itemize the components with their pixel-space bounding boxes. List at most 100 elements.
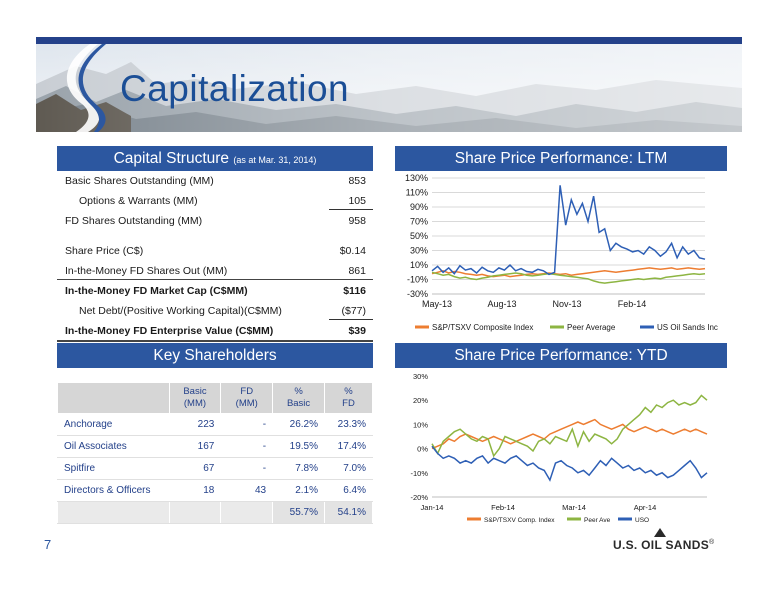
legend-label: Peer Average <box>567 323 616 332</box>
cs-value: 958 <box>348 215 366 227</box>
y-tick-label: 30% <box>413 372 428 381</box>
column-header-line2: (MM) <box>183 398 207 409</box>
column-header: FD (MM) <box>220 382 274 414</box>
shareholder-name: Directors & Officers <box>57 479 170 502</box>
pct-basic: 26.2% <box>272 413 326 436</box>
basic-mm: 167 <box>168 435 222 458</box>
key-shareholders-table: Basic (MM) FD (MM) % Basic % FD Anchorage 22… <box>57 382 373 524</box>
cs-row: Basic Shares Outstanding (MM) 853 <box>57 175 373 195</box>
pct-fd: 17.4% <box>324 435 373 458</box>
column-header-line2: FD <box>342 398 355 409</box>
column-header: % Basic <box>272 382 326 414</box>
cs-value: 853 <box>348 175 366 187</box>
legend-label: Peer Ave <box>584 517 611 524</box>
company-logo: U.S. OIL SANDS® <box>613 528 715 552</box>
legend-label: USO <box>635 517 649 524</box>
cs-row: FD Shares Outstanding (MM) 958 <box>57 215 373 235</box>
cs-row: In-the-Money FD Enterprise Value (C$MM) $… <box>57 325 373 345</box>
capital-structure-header: Capital Structure (as at Mar. 31, 2014) <box>57 146 373 171</box>
cs-value: 861 <box>348 265 366 277</box>
y-tick-label: 30% <box>410 246 428 256</box>
cs-label: Net Debt/(Positive Working Capital)(C$MM… <box>79 305 282 317</box>
oil-drop-icon <box>654 528 666 537</box>
cs-label: In-the-Money FD Shares Out (MM) <box>65 265 228 277</box>
ytd-share-price-chart: 30% 20% 10% 0% -10% -20%Jan-14 Feb-14 Mar-14 Apr… <box>410 372 708 524</box>
ltm-share-price-chart: 130% 110% 90% 70% 50% 30% 10% -10% -30%May-13 Aug… <box>405 173 718 332</box>
pct-fd: 7.0% <box>324 457 373 480</box>
cs-row: Options & Warrants (MM) 105 <box>57 195 373 215</box>
series-line <box>431 185 706 276</box>
capital-structure-date: (as at Mar. 31, 2014) <box>233 155 317 165</box>
shareholder-name: Anchorage <box>57 413 170 436</box>
total-empty <box>168 501 222 524</box>
total-pct-fd: 54.1% <box>324 501 373 524</box>
cs-value: ($77) <box>341 305 366 317</box>
x-tick-label: Feb-14 <box>618 299 647 309</box>
cs-label: In-the-Money FD Market Cap (C$MM) <box>65 285 248 297</box>
fd-mm: - <box>220 457 274 480</box>
cs-label: In-the-Money FD Enterprise Value (C$MM) <box>65 325 274 337</box>
pct-basic: 2.1% <box>272 479 326 502</box>
cs-value: $0.14 <box>339 245 366 257</box>
series-line <box>431 445 708 482</box>
pct-basic: 19.5% <box>272 435 326 458</box>
series-line <box>431 267 706 278</box>
ytd-chart-header: Share Price Performance: YTD <box>395 343 727 368</box>
legend-label: US Oil Sands Inc <box>657 323 718 332</box>
column-header: % FD <box>324 382 373 414</box>
pct-basic: 7.8% <box>272 457 326 480</box>
divider <box>57 340 373 342</box>
fd-mm: 43 <box>220 479 274 502</box>
capital-structure-title: Capital Structure <box>113 150 230 167</box>
y-tick-label: 130% <box>405 173 428 183</box>
divider <box>57 279 373 280</box>
y-tick-label: 20% <box>413 396 428 405</box>
y-tick-label: 90% <box>410 202 428 212</box>
mountain-banner-image <box>36 44 742 132</box>
legend-label: S&P/TSXV Composite Index <box>432 323 533 332</box>
pct-fd: 23.3% <box>324 413 373 436</box>
column-header-line1: Basic <box>183 386 207 397</box>
x-tick-label: Feb-14 <box>491 503 515 512</box>
total-row: 55.7% 54.1% <box>57 501 373 524</box>
column-header-line2: Basic <box>286 398 311 409</box>
basic-mm: 67 <box>168 457 222 480</box>
x-tick-label: Aug-13 <box>487 299 516 309</box>
x-tick-label: Apr-14 <box>634 503 657 512</box>
y-tick-label: 110% <box>406 188 428 198</box>
page-number: 7 <box>44 537 52 552</box>
series-line <box>431 394 708 458</box>
y-tick-label: -20% <box>410 493 428 502</box>
cs-value: 105 <box>348 195 366 207</box>
basic-mm: 18 <box>168 479 222 502</box>
cs-label: Options & Warrants (MM) <box>79 195 198 207</box>
cs-row: Share Price (C$) $0.14 <box>57 245 373 265</box>
y-tick-label: -10% <box>410 469 428 478</box>
cs-value: $39 <box>348 325 366 337</box>
shareholder-name: Spitfire <box>57 457 170 480</box>
cs-label: Basic Shares Outstanding (MM) <box>65 175 214 187</box>
table-row: Spitfire 67 - 7.8% 7.0% <box>57 457 373 480</box>
y-tick-label: 10% <box>410 260 428 270</box>
table-row: Anchorage 223 - 26.2% 23.3% <box>57 413 373 436</box>
y-tick-label: 70% <box>410 217 428 227</box>
shareholder-name: Oil Associates <box>57 435 170 458</box>
x-tick-label: Jan-14 <box>421 503 444 512</box>
column-header: Basic (MM) <box>168 382 222 414</box>
total-empty <box>220 501 274 524</box>
subtotal-underline <box>329 209 373 210</box>
total-empty <box>57 501 170 524</box>
table-header-row: Basic (MM) FD (MM) % Basic % FD <box>57 382 373 414</box>
column-header-line1: FD <box>240 386 254 397</box>
registered-mark: ® <box>709 539 715 546</box>
pct-fd: 6.4% <box>324 479 373 502</box>
cs-row: In-the-Money FD Market Cap (C$MM) $116 <box>57 285 373 305</box>
x-tick-label: Nov-13 <box>552 299 581 309</box>
cs-label: Share Price (C$) <box>65 245 144 257</box>
column-header <box>57 382 170 414</box>
legend-label: S&P/TSXV Comp. Index <box>484 517 555 524</box>
cs-row: Net Debt/(Positive Working Capital)(C$MM… <box>57 305 373 325</box>
page-title: Capitalization <box>120 68 350 109</box>
subtotal-underline <box>329 319 373 320</box>
